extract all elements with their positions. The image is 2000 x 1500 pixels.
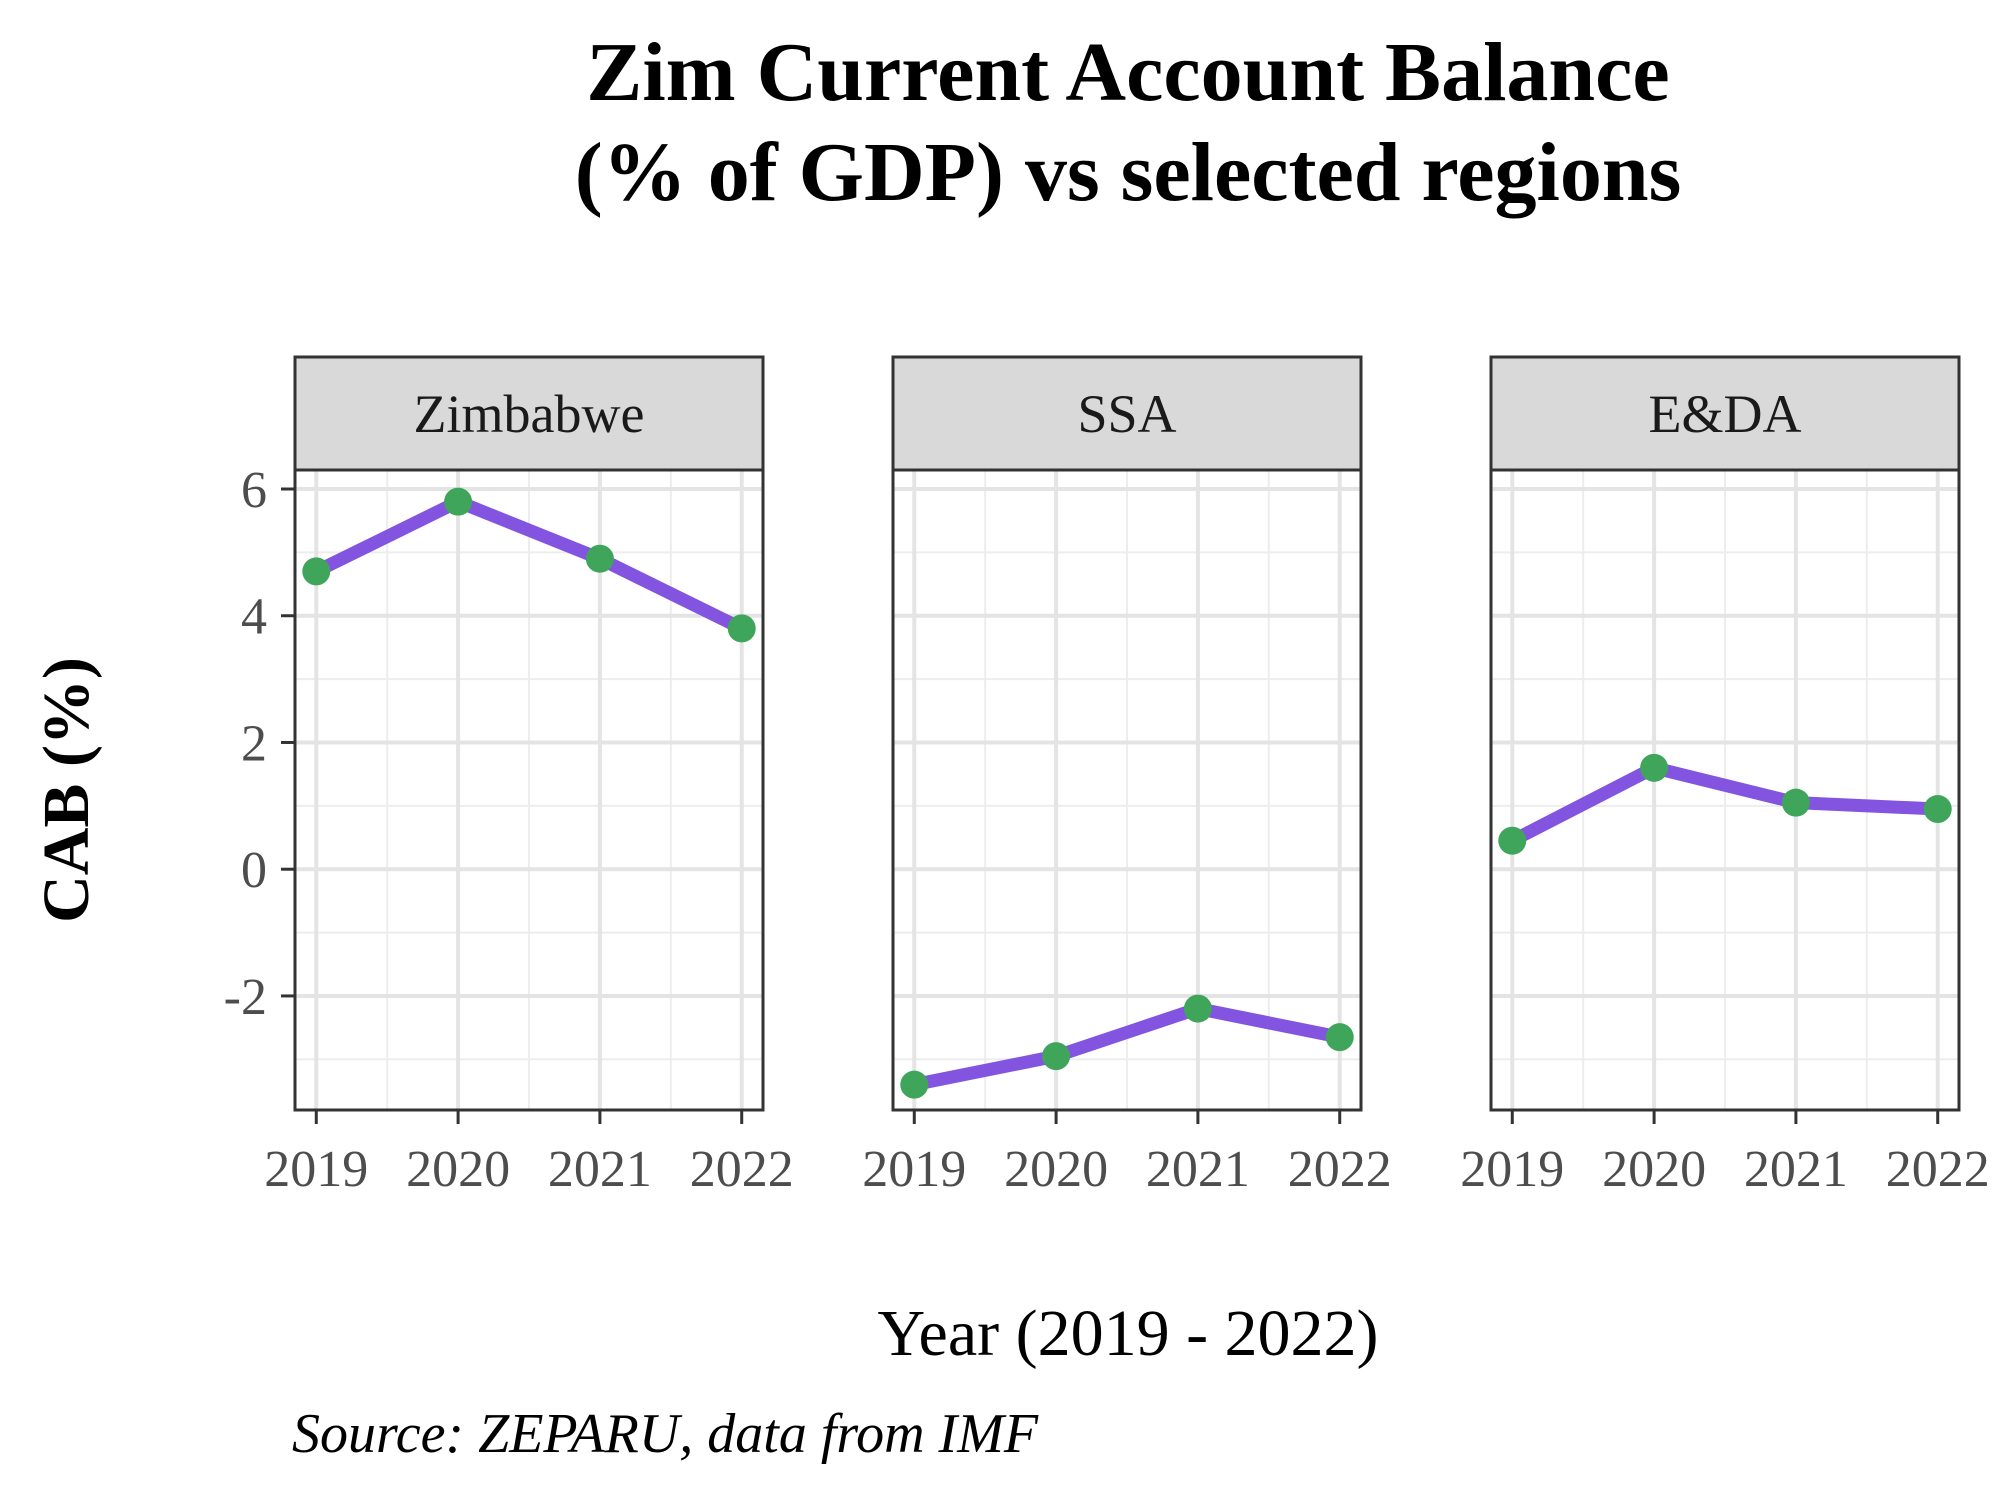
x-tick-label: 2021 xyxy=(1146,1141,1250,1198)
x-tick-label: 2020 xyxy=(1004,1141,1108,1198)
data-point xyxy=(585,544,614,573)
source-caption: Source: ZEPARU, data from IMF xyxy=(292,1403,1039,1465)
y-tick-label: 6 xyxy=(241,462,267,519)
facet-strip xyxy=(1489,355,1961,472)
facet-panel-0: Zimbabwe 2019 2020 2021 2022 -2 0 2 4 6 xyxy=(224,355,794,1198)
x-tick-label: 2019 xyxy=(264,1141,368,1198)
data-point xyxy=(900,1070,929,1099)
facet-panel-1: SSA 2019 2020 2021 2022 xyxy=(862,355,1392,1198)
x-tick-label: 2021 xyxy=(1744,1141,1848,1198)
data-point xyxy=(1183,994,1212,1023)
y-tick-label: 4 xyxy=(241,589,267,646)
facet-strip xyxy=(293,355,765,472)
facet-strip xyxy=(891,355,1363,472)
x-tick-label: 2020 xyxy=(1602,1141,1706,1198)
series-line-E&DA xyxy=(1505,761,1945,848)
data-point xyxy=(1781,788,1810,817)
y-axis-title: CAB (%) xyxy=(30,657,103,923)
facet-panels: Zimbabwe 2019 2020 2021 2022 -2 0 2 4 6 SSA 2019 202… xyxy=(224,355,1990,1198)
facet-strip-label: Zimbabwe xyxy=(414,384,645,444)
x-tick-label: 2021 xyxy=(548,1141,652,1198)
x-tick-label: 2020 xyxy=(406,1141,510,1198)
x-tick-label: 2022 xyxy=(1288,1141,1392,1198)
data-point xyxy=(1640,753,1669,782)
data-point xyxy=(1325,1023,1354,1052)
facet-strip-label: E&DA xyxy=(1649,384,1802,444)
y-tick-label: 0 xyxy=(241,842,267,899)
facet-panel-2: E&DA 2019 2020 2021 2022 xyxy=(1460,355,1990,1198)
data-point xyxy=(1498,826,1527,855)
chart-title-line-1: Zim Current Account Balance xyxy=(586,26,1669,119)
series-line-Zimbabwe xyxy=(309,495,749,635)
series-line-SSA xyxy=(907,1002,1347,1092)
data-point xyxy=(1923,795,1952,824)
x-tick-label: 2022 xyxy=(1886,1141,1990,1198)
x-tick-label: 2019 xyxy=(1460,1141,1564,1198)
x-axis-title: Year (2019 - 2022) xyxy=(877,1297,1378,1370)
chart-title-line-2: (% of GDP) vs selected regions xyxy=(575,126,1682,219)
data-point xyxy=(302,557,331,586)
x-tick-label: 2019 xyxy=(862,1141,966,1198)
data-point xyxy=(727,614,756,643)
data-point xyxy=(444,487,473,516)
data-point xyxy=(1042,1042,1071,1071)
y-tick-label: 2 xyxy=(241,715,267,772)
y-tick-label: -2 xyxy=(224,969,267,1026)
facet-strip-label: SSA xyxy=(1077,384,1176,444)
x-tick-label: 2022 xyxy=(690,1141,794,1198)
